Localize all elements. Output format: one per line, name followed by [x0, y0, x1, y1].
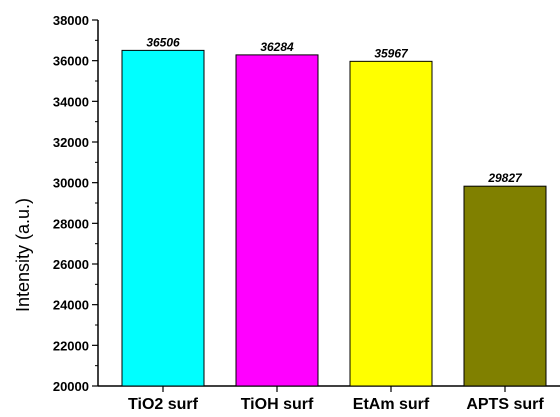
- y-tick-label: 30000: [53, 176, 89, 191]
- bar: [349, 60, 433, 387]
- x-tick-label: EtAm surf: [353, 396, 430, 413]
- y-tick-label: 24000: [53, 298, 89, 313]
- plot-area: 20000 22000 24000 26000 28000 30000 32000 34000…: [53, 13, 560, 413]
- bar: [463, 185, 547, 387]
- y-axis-title: Intensity (a.u.): [13, 198, 33, 312]
- x-tick-label: TiO2 surf: [128, 396, 199, 413]
- bar: [121, 49, 205, 387]
- y-tick-label: 28000: [53, 216, 89, 231]
- x-tick-label: APTS surf: [466, 396, 544, 413]
- y-tick-label: 36000: [53, 54, 89, 69]
- x-tick-label: TiOH surf: [241, 396, 314, 413]
- y-tick-label: 20000: [53, 379, 89, 394]
- data-label: 36284: [260, 40, 294, 54]
- y-tick-label: 26000: [53, 257, 89, 272]
- y-tick-label: 38000: [53, 13, 89, 28]
- data-label: 36506: [146, 35, 180, 49]
- bar: [235, 54, 319, 387]
- y-tick-label: 32000: [53, 135, 89, 150]
- data-label: 29827: [487, 171, 523, 185]
- y-tick-label: 34000: [53, 94, 89, 109]
- y-tick-label: 22000: [53, 338, 89, 353]
- data-label: 35967: [374, 46, 409, 60]
